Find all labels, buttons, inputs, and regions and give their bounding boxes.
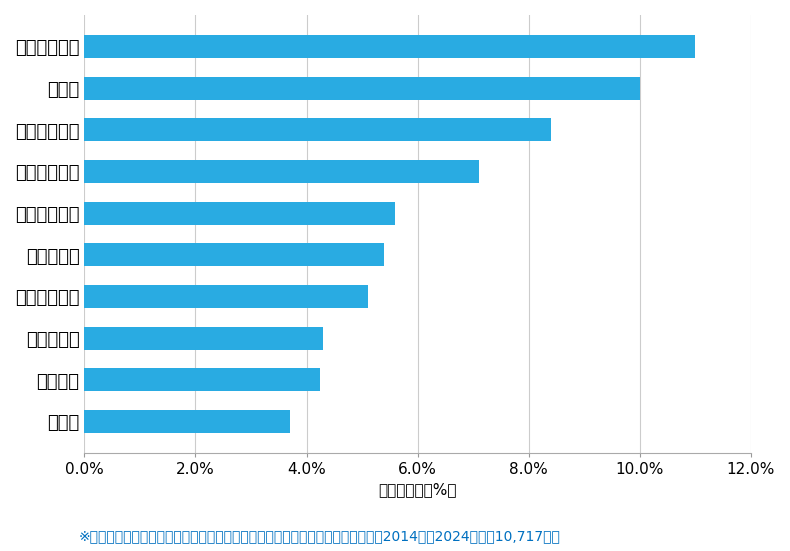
Bar [85, 202, 395, 225]
Bar [85, 160, 479, 183]
Bar [85, 285, 367, 308]
Bar [85, 410, 290, 433]
Bar [85, 244, 384, 266]
X-axis label: 件数の割合（%）: 件数の割合（%） [378, 483, 457, 498]
Text: ※弊社受付の案件を対象に、受付時に市区町村の回答があったものを集計（期間2014年～2024年、計10,717件）: ※弊社受付の案件を対象に、受付時に市区町村の回答があったものを集計（期間2014… [79, 529, 561, 543]
Bar [85, 327, 323, 349]
Bar [85, 35, 695, 58]
Bar [85, 118, 551, 141]
Bar [85, 368, 321, 391]
Bar [85, 77, 640, 100]
